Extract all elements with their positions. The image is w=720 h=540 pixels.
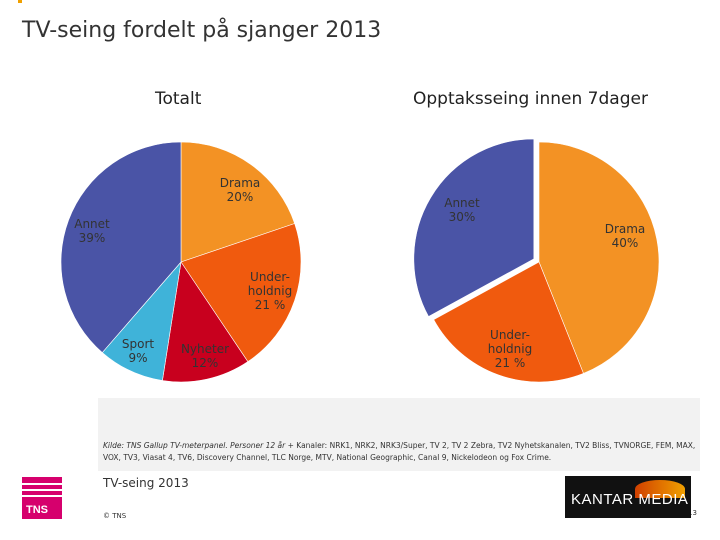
chart-title-opptak: Opptaksseing innen 7dager: [413, 89, 648, 109]
tns-logo: TNS: [22, 477, 62, 519]
totalt-slice-nyheter: [162, 261, 249, 383]
kantar-media-logo: KANTAR MEDIA: [565, 476, 691, 518]
totalt-slice-underholdnig: [180, 223, 302, 363]
slide-title: TV-seing fordelt på sjanger 2013: [22, 18, 382, 43]
opptak-label-drama: Drama 40%: [605, 222, 646, 250]
title-accent-mark: [18, 0, 22, 3]
totalt-slice-annet: [60, 141, 182, 354]
totalt-label-nyheter: Nyheter 12%: [181, 342, 229, 370]
kantar-burst-icon: [635, 480, 685, 498]
opptak-label-underholdnig: Under-holdnig 21 %: [488, 328, 532, 370]
totalt-label-underholdnig: Under-holdnig 21 %: [248, 270, 292, 312]
opptak-slice-drama: [538, 141, 660, 374]
opptak-slice-annet: [413, 138, 535, 317]
page-number: 13: [688, 509, 697, 517]
opptak-label-annet: Annet 30%: [444, 196, 480, 224]
totalt-label-sport: Sport 9%: [122, 337, 155, 365]
source-note: Kilde: TNS Gallup TV-meterpanel. Persone…: [103, 440, 699, 464]
pie-chart-opptak: Drama 40% Under-holdnig 21 % Annet 30%: [413, 138, 660, 383]
totalt-label-drama: Drama 20%: [220, 176, 261, 204]
footer-title: TV-seing 2013: [103, 476, 189, 490]
pie-charts: Drama 20% Under-holdnig 21 % Nyheter 12% Sport…: [60, 138, 660, 383]
source-panel: [98, 398, 700, 471]
totalt-label-annet: Annet 39%: [74, 217, 110, 245]
source-body: Kanaler: NRK1, NRK2, NRK3/Super, TV 2, T…: [103, 441, 696, 462]
source-prefix: Kilde: TNS Gallup TV-meterpanel. Persone…: [103, 441, 297, 450]
chart-title-totalt: Totalt: [155, 89, 202, 109]
copyright: © TNS: [103, 512, 127, 520]
kantar-logo-text: KANTAR MEDIA: [571, 491, 689, 508]
pie-chart-totalt: Drama 20% Under-holdnig 21 % Nyheter 12% Sport…: [60, 141, 302, 383]
opptak-slice-underholdnig: [433, 261, 584, 383]
totalt-slice-drama: [180, 141, 296, 263]
tns-logo-text: TNS: [26, 504, 48, 516]
